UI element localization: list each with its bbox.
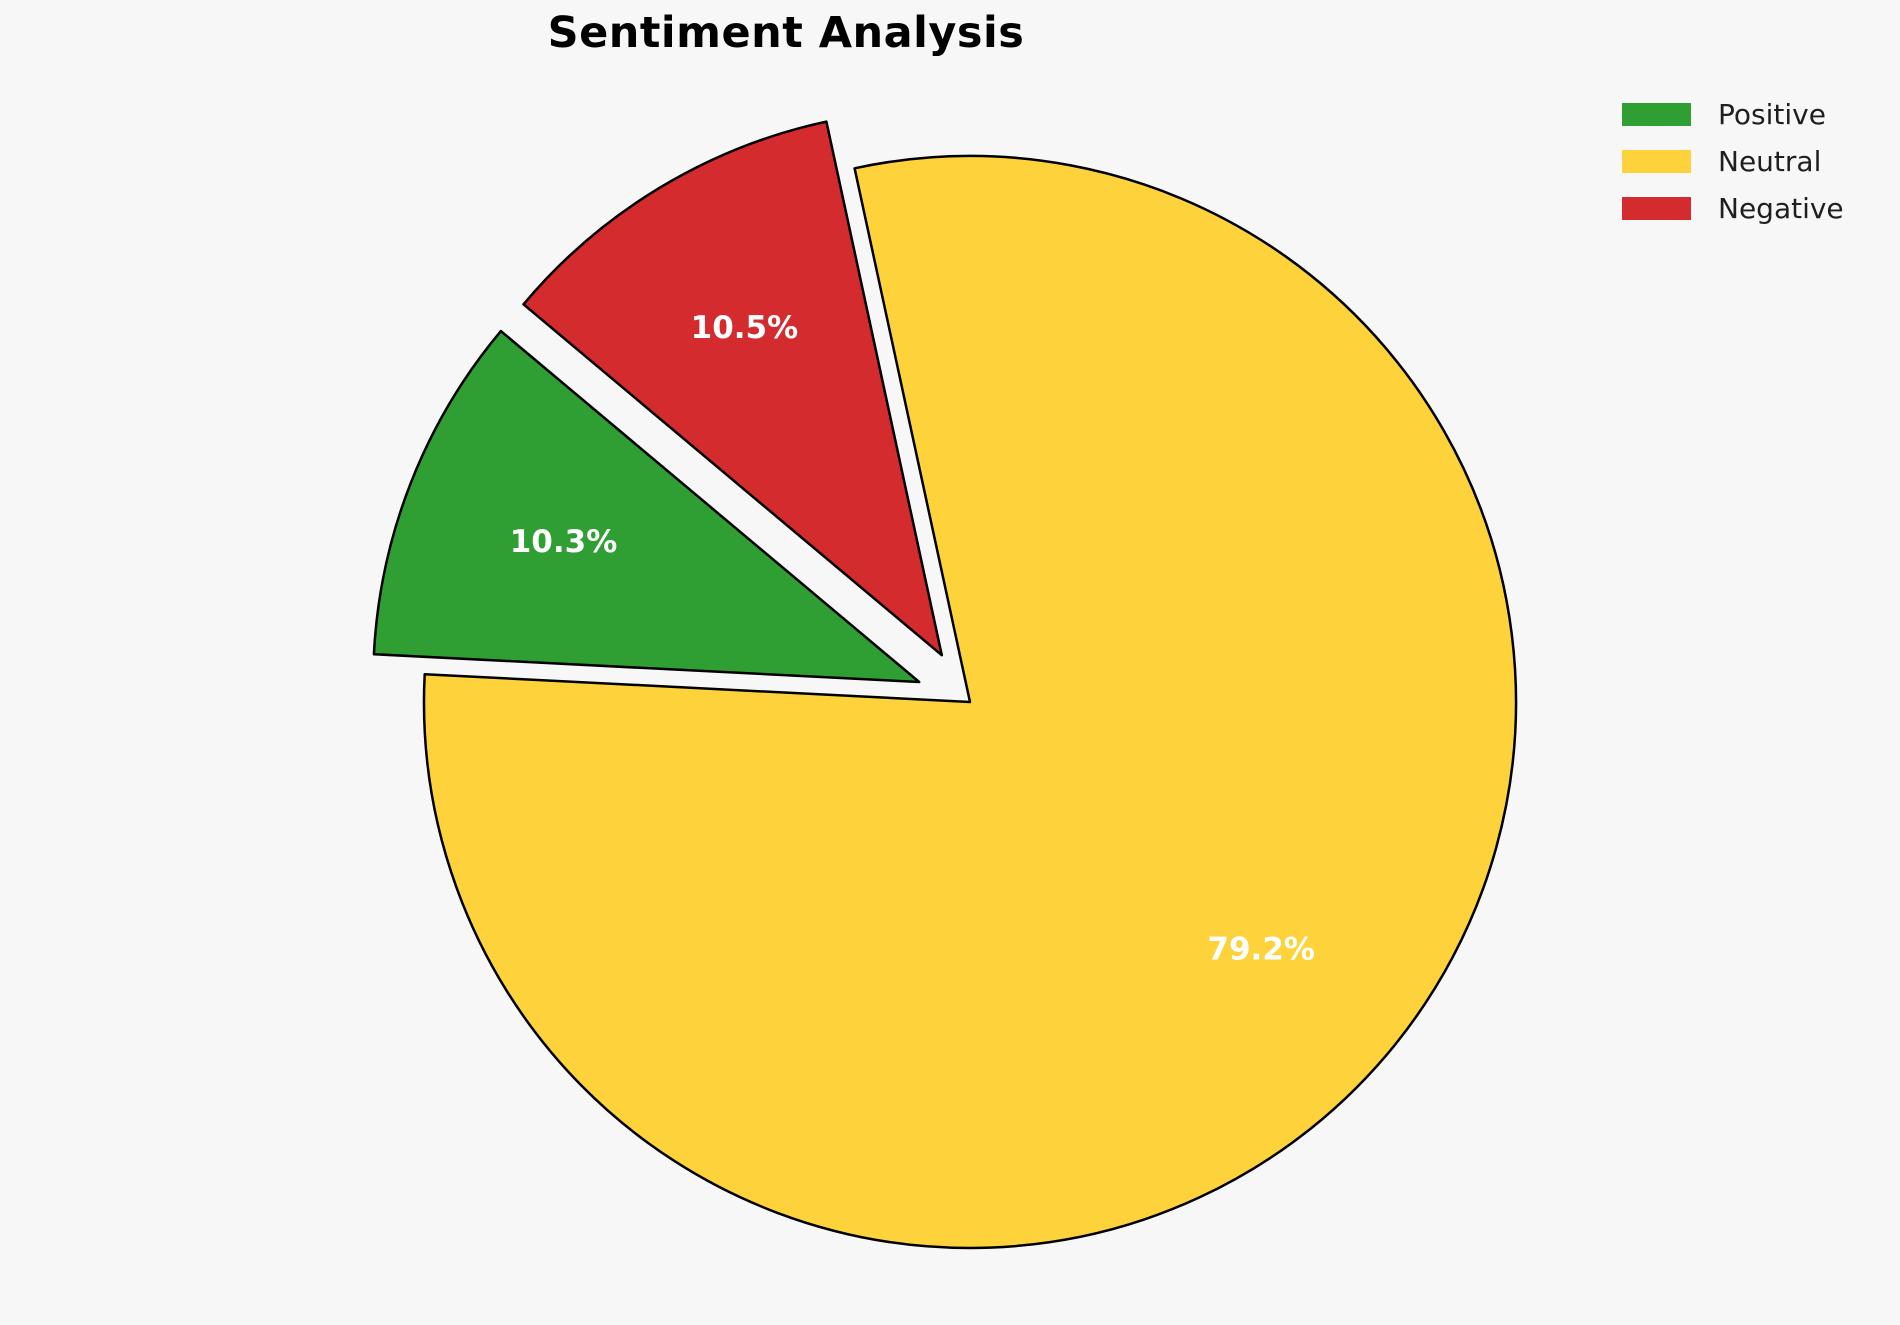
pie-slice-label-positive: 10.3% xyxy=(510,524,618,560)
legend: Positive Neutral Negative xyxy=(1622,91,1844,232)
legend-label: Neutral xyxy=(1718,145,1822,178)
legend-swatch-neutral-icon xyxy=(1622,150,1691,173)
legend-item-positive: Positive xyxy=(1622,91,1844,138)
legend-item-negative: Negative xyxy=(1622,185,1844,232)
legend-swatch-positive-icon xyxy=(1622,103,1691,126)
legend-label: Negative xyxy=(1718,192,1844,225)
legend-label: Positive xyxy=(1718,98,1826,131)
legend-swatch-negative-icon xyxy=(1622,197,1691,220)
chart-title: Sentiment Analysis xyxy=(547,8,1025,58)
pie-slice-negative xyxy=(522,120,944,657)
pie-slice-positive xyxy=(372,329,921,684)
pie-slice-label-negative: 10.5% xyxy=(691,310,799,346)
legend-item-neutral: Neutral xyxy=(1622,138,1844,185)
pie-slice-neutral xyxy=(422,154,1518,1250)
pie-slice-label-neutral: 79.2% xyxy=(1207,932,1315,968)
